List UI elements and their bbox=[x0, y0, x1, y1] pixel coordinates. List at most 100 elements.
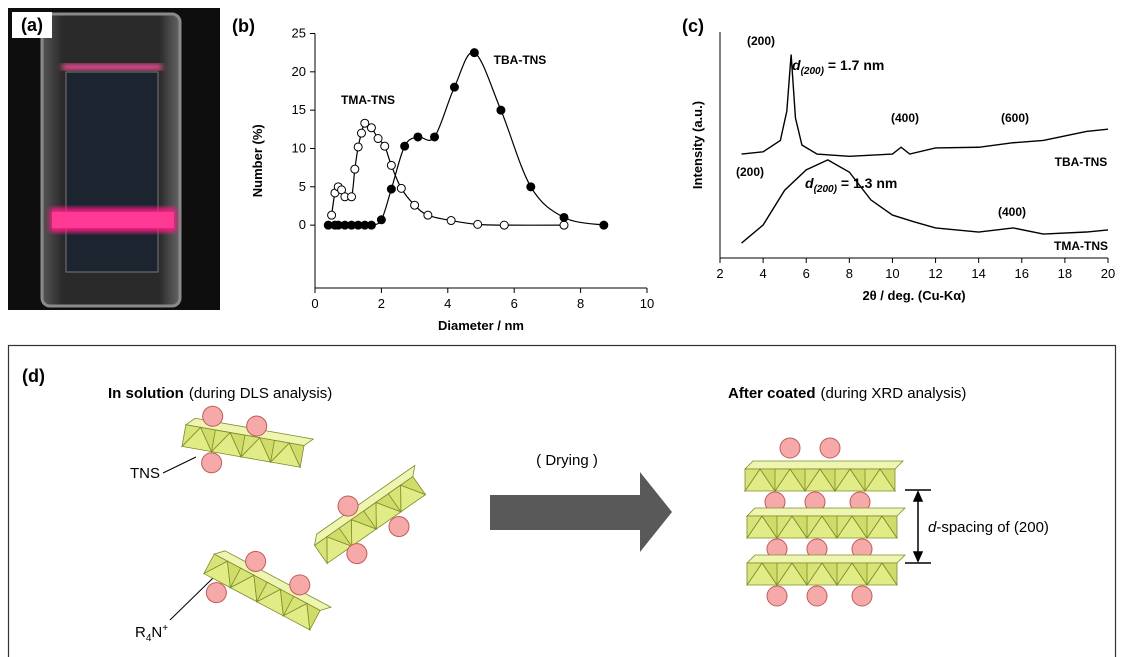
annotation: (200) bbox=[736, 165, 764, 179]
octa-face bbox=[181, 424, 202, 448]
data-point bbox=[559, 212, 569, 222]
cation bbox=[337, 495, 359, 517]
octa-face bbox=[866, 515, 883, 540]
annotation: (400) bbox=[891, 111, 919, 125]
data-point bbox=[347, 192, 357, 202]
x-tick-label: 2 bbox=[716, 266, 723, 281]
octa-face bbox=[746, 562, 763, 587]
x-tick-label: 2 bbox=[378, 296, 385, 311]
molecules bbox=[181, 405, 906, 632]
panel-label: (a) bbox=[21, 15, 43, 35]
sub: 4 bbox=[146, 633, 152, 644]
octa-face bbox=[881, 562, 898, 587]
cation bbox=[388, 516, 410, 538]
x-tick-label: 10 bbox=[885, 266, 899, 281]
data-point bbox=[526, 182, 536, 192]
cation bbox=[766, 585, 788, 607]
x-tick-label: 4 bbox=[759, 266, 766, 281]
tns-sheet bbox=[202, 550, 333, 632]
title-rest: (during XRD analysis) bbox=[821, 385, 967, 402]
octa-face bbox=[744, 468, 761, 493]
y-tick-label: 5 bbox=[299, 179, 306, 194]
octa-face bbox=[387, 484, 402, 514]
tns-sheet bbox=[746, 507, 906, 560]
annotation: d(200) = 1.3 nm bbox=[805, 175, 897, 195]
series-label: TMA-TNS bbox=[341, 93, 395, 107]
data-point bbox=[366, 220, 376, 230]
data-point bbox=[327, 210, 337, 220]
octa-face bbox=[313, 536, 328, 565]
right-title: After coated (during XRD analysis) bbox=[728, 385, 966, 402]
octa-face bbox=[202, 553, 229, 575]
octa-face bbox=[806, 562, 823, 587]
y-tick-label: 10 bbox=[292, 140, 306, 155]
data-point bbox=[423, 210, 433, 220]
octa-face bbox=[866, 562, 883, 587]
series-label: TBA-TNS bbox=[494, 53, 547, 67]
data-point bbox=[373, 134, 383, 144]
series-line bbox=[741, 54, 1109, 158]
data-point bbox=[449, 82, 459, 92]
spacing-rest: -spacing of (200) bbox=[936, 519, 1049, 536]
octa-face bbox=[881, 515, 898, 540]
octa-face bbox=[229, 567, 255, 589]
x-axis-label: Diameter / nm bbox=[438, 318, 524, 333]
cation bbox=[246, 415, 268, 437]
drying-arrow bbox=[490, 472, 672, 552]
tns-sheet bbox=[313, 464, 427, 565]
arrow-label: ( Drying ) bbox=[536, 452, 598, 469]
sheet-top bbox=[746, 554, 906, 564]
panel-label: (c) bbox=[682, 16, 704, 36]
label-box bbox=[12, 12, 52, 38]
annotation: (600) bbox=[1001, 111, 1029, 125]
y-axis-label: Intensity (a.u.) bbox=[690, 101, 705, 189]
sheet-top bbox=[746, 507, 906, 517]
annotation: (400) bbox=[998, 205, 1026, 219]
sup: + bbox=[162, 623, 168, 634]
panel-label: (b) bbox=[232, 16, 255, 36]
title-rest: (during DLS analysis) bbox=[189, 385, 332, 402]
x-tick-label: 14 bbox=[971, 266, 985, 281]
cation bbox=[201, 452, 223, 474]
tns-label: TNS bbox=[130, 465, 160, 482]
x-tick-label: 10 bbox=[640, 296, 654, 311]
x-tick-label: 8 bbox=[577, 296, 584, 311]
data-point bbox=[496, 105, 506, 115]
data-point bbox=[396, 183, 406, 193]
cation bbox=[806, 585, 828, 607]
series-line bbox=[331, 122, 565, 226]
y-tick-label: 0 bbox=[299, 217, 306, 232]
cation bbox=[289, 574, 311, 596]
title-bold: In solution bbox=[108, 385, 184, 402]
x-tick-label: 8 bbox=[846, 266, 853, 281]
octa-face bbox=[879, 468, 896, 493]
data-point bbox=[366, 123, 376, 133]
spacing-bracket bbox=[905, 489, 931, 564]
data-point bbox=[473, 219, 483, 229]
x-tick-label: 12 bbox=[928, 266, 942, 281]
octa-face bbox=[288, 442, 305, 469]
data-point bbox=[350, 164, 360, 174]
annotation-text: = 1.7 nm bbox=[828, 57, 884, 73]
data-point bbox=[413, 132, 423, 142]
series-line bbox=[741, 159, 1109, 244]
octa-face bbox=[338, 518, 353, 548]
data-point bbox=[410, 200, 420, 210]
data-point bbox=[353, 142, 363, 152]
octa-face bbox=[255, 581, 282, 603]
tns-sheet bbox=[746, 554, 906, 607]
r: R bbox=[135, 624, 146, 641]
octa-face bbox=[240, 434, 261, 459]
annotation: (200) bbox=[747, 34, 775, 48]
left-title: In solution (during DLS analysis) bbox=[108, 385, 332, 402]
cation bbox=[205, 582, 227, 604]
tns-sheet bbox=[744, 437, 904, 513]
data-point bbox=[356, 128, 366, 138]
octa-face bbox=[210, 429, 231, 453]
photo: (a) bbox=[8, 8, 220, 310]
title-bold: After coated bbox=[728, 385, 816, 402]
data-point bbox=[499, 220, 509, 230]
tns-sheet bbox=[181, 405, 315, 474]
x-tick-label: 6 bbox=[803, 266, 810, 281]
